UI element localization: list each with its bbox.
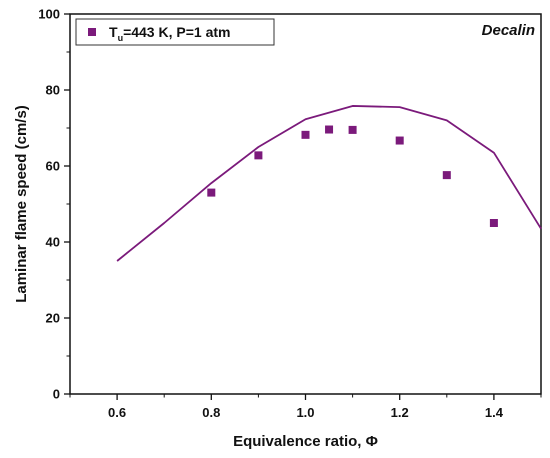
legend-label-subscript: u: [118, 33, 124, 43]
data-point: [301, 130, 310, 139]
data-point: [348, 125, 357, 134]
model-line: [116, 105, 542, 262]
x-tick-label: 0.8: [202, 405, 220, 420]
legend-label-suffix: =443 K, P=1 atm: [123, 24, 230, 40]
legend-label: Tu=443 K, P=1 atm: [109, 24, 230, 43]
legend-marker: [88, 28, 96, 36]
legend-box: [75, 18, 275, 46]
y-tick-label: 0: [53, 387, 60, 402]
x-axis-title: Equivalence ratio, Φ: [233, 433, 378, 450]
data-point: [254, 151, 263, 160]
data-point: [489, 219, 498, 227]
x-tick-label: 0.6: [108, 405, 126, 420]
y-tick-label: 80: [46, 83, 60, 98]
y-axis-title: Laminar flame speed (cm/s): [13, 105, 30, 303]
legend: Tu=443 K, P=1 atm: [75, 18, 275, 46]
x-tick-label: 1.0: [296, 405, 314, 420]
y-tick-label: 40: [46, 235, 60, 250]
data-point: [207, 188, 216, 197]
data-point: [442, 171, 451, 180]
data-point: [395, 136, 404, 145]
y-tick-label: 20: [46, 311, 60, 326]
data-point: [325, 125, 334, 134]
x-tick-label: 1.2: [391, 405, 409, 420]
chart-annotation: Decalin: [482, 22, 535, 39]
y-tick-label: 60: [46, 159, 60, 174]
plot-frame: [69, 13, 542, 395]
legend-label-prefix: T: [109, 24, 118, 40]
y-tick-label: 100: [38, 7, 60, 22]
x-tick-label: 1.4: [485, 405, 504, 420]
